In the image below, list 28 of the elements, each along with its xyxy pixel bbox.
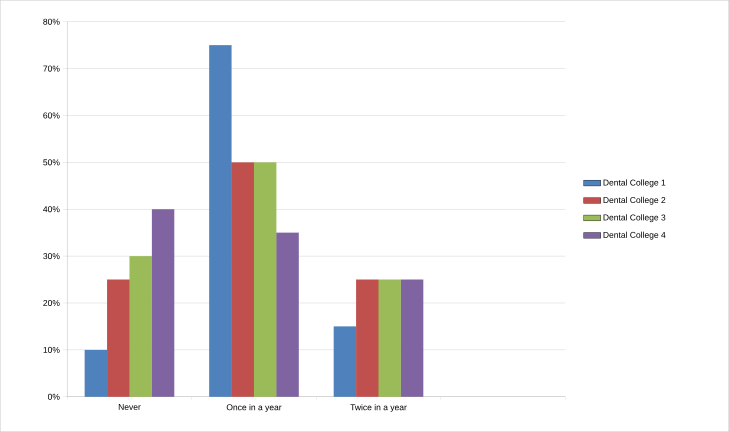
legend-label: Dental College 1 xyxy=(604,179,666,188)
bar xyxy=(129,256,152,397)
y-tick-label: 70% xyxy=(43,66,60,72)
y-tick-label: 40% xyxy=(43,206,60,212)
bar xyxy=(400,280,424,397)
x-tick-label: Once in a year xyxy=(226,404,282,412)
y-tick-label: 0% xyxy=(48,394,60,400)
x-tick-label: Twice in a year xyxy=(350,404,407,412)
x-tick-label: Never xyxy=(118,404,141,410)
bar xyxy=(232,162,254,397)
bar xyxy=(334,326,356,397)
legend-label: Dental College 2 xyxy=(604,196,666,205)
y-tick-label: 60% xyxy=(43,112,60,118)
bar xyxy=(84,350,108,397)
bar xyxy=(276,232,299,397)
bar xyxy=(378,280,401,397)
bar xyxy=(107,280,130,397)
bar xyxy=(356,280,379,397)
y-tick-label: 30% xyxy=(43,253,60,260)
y-tick-label: 80% xyxy=(43,18,60,25)
y-tick-label: 50% xyxy=(43,159,60,166)
legend-label: Dental College 3 xyxy=(604,214,666,222)
bar xyxy=(254,162,276,397)
bar xyxy=(209,45,232,397)
bar xyxy=(152,209,174,397)
y-tick-label: 10% xyxy=(44,346,60,353)
legend-label: Dental College 4 xyxy=(604,232,666,240)
y-tick-label: 20% xyxy=(43,300,60,306)
